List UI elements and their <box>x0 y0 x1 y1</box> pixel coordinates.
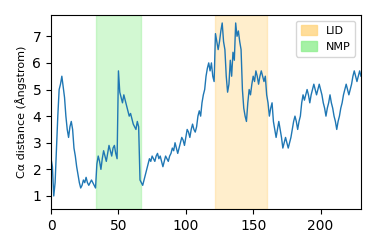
Legend: LID, NMP: LID, NMP <box>296 21 355 57</box>
Y-axis label: Cα distance (Ångstrom): Cα distance (Ångstrom) <box>15 46 27 178</box>
Bar <box>215 15 267 209</box>
Bar <box>96 15 141 209</box>
